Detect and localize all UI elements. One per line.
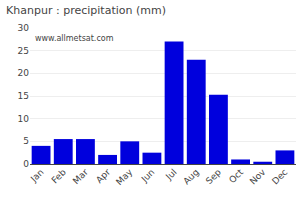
svg-text:0: 0 [23,159,29,169]
svg-text:Mar: Mar [71,167,90,186]
svg-text:Feb: Feb [50,167,69,186]
svg-text:Jun: Jun [139,167,157,185]
svg-text:Oct: Oct [227,167,245,185]
svg-text:30: 30 [18,23,30,33]
svg-text:May: May [114,167,135,188]
svg-text:Khanpur : precipitation (mm): Khanpur : precipitation (mm) [6,4,166,17]
svg-text:10: 10 [18,114,30,124]
svg-text:www.allmetsat.com: www.allmetsat.com [35,34,114,43]
svg-text:5: 5 [23,136,29,146]
svg-text:Dec: Dec [270,167,289,186]
svg-text:Jan: Jan [28,167,46,185]
svg-text:15: 15 [18,91,29,101]
svg-text:Nov: Nov [248,167,268,187]
svg-text:20: 20 [18,68,30,78]
svg-text:Jul: Jul [163,167,178,182]
svg-text:25: 25 [18,46,29,56]
svg-text:Sep: Sep [204,167,223,186]
svg-text:Apr: Apr [94,167,112,185]
svg-text:Aug: Aug [181,167,201,187]
